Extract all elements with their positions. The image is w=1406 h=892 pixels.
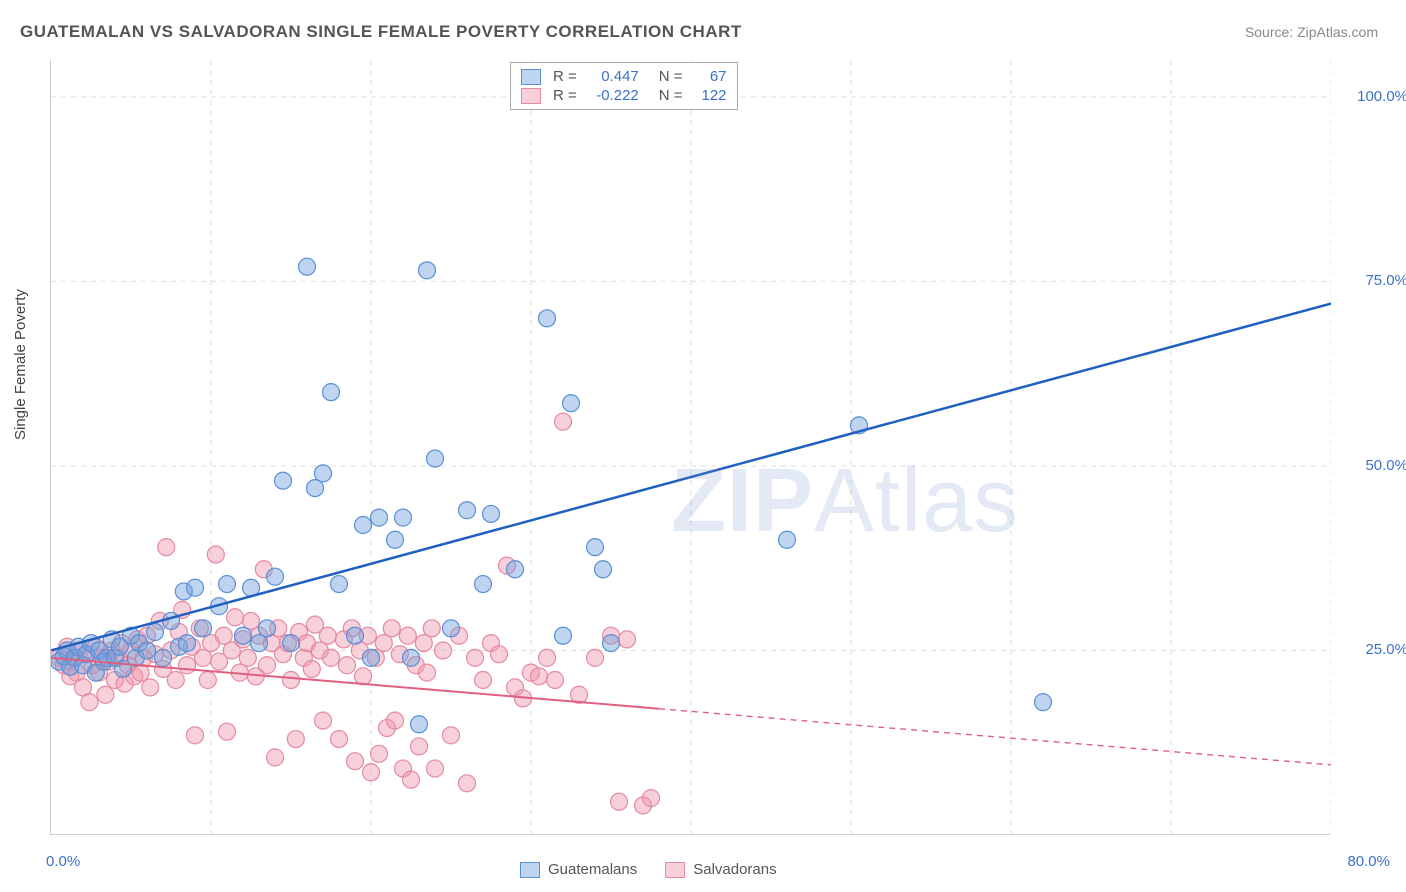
chart-svg xyxy=(51,60,1331,835)
n-label: N = xyxy=(659,68,683,85)
legend-label: Guatemalans xyxy=(548,861,637,878)
legend-item: Guatemalans xyxy=(520,861,637,878)
chart-container: GUATEMALAN VS SALVADORAN SINGLE FEMALE P… xyxy=(0,0,1406,892)
plot-area: ZIPAtlas xyxy=(50,60,1330,835)
blue-swatch-icon xyxy=(520,862,540,878)
x-tick-label: 0.0% xyxy=(46,853,80,870)
x-tick-label: 80.0% xyxy=(1312,853,1390,870)
y-tick-label: 25.0% xyxy=(1338,641,1406,658)
r-value: -0.222 xyxy=(585,87,639,104)
stats-row: R = 0.447 N = 67 xyxy=(521,67,727,86)
correlation-stats-box: R = 0.447 N = 67 R = -0.222 N = 122 xyxy=(510,62,738,110)
y-tick-label: 50.0% xyxy=(1338,457,1406,474)
blue-swatch-icon xyxy=(521,69,541,85)
legend: Guatemalans Salvadorans xyxy=(520,861,777,878)
y-axis-title: Single Female Poverty xyxy=(12,289,29,440)
chart-title: GUATEMALAN VS SALVADORAN SINGLE FEMALE P… xyxy=(20,22,742,42)
stats-row: R = -0.222 N = 122 xyxy=(521,86,727,105)
pink-swatch-icon xyxy=(665,862,685,878)
n-label: N = xyxy=(659,87,683,104)
n-value: 122 xyxy=(691,87,727,104)
legend-label: Salvadorans xyxy=(693,861,776,878)
n-value: 67 xyxy=(691,68,727,85)
y-tick-label: 75.0% xyxy=(1338,272,1406,289)
r-label: R = xyxy=(553,68,577,85)
pink-swatch-icon xyxy=(521,88,541,104)
r-value: 0.447 xyxy=(585,68,639,85)
y-tick-label: 100.0% xyxy=(1338,88,1406,105)
r-label: R = xyxy=(553,87,577,104)
source-attribution: Source: ZipAtlas.com xyxy=(1245,24,1378,40)
legend-item: Salvadorans xyxy=(665,861,776,878)
